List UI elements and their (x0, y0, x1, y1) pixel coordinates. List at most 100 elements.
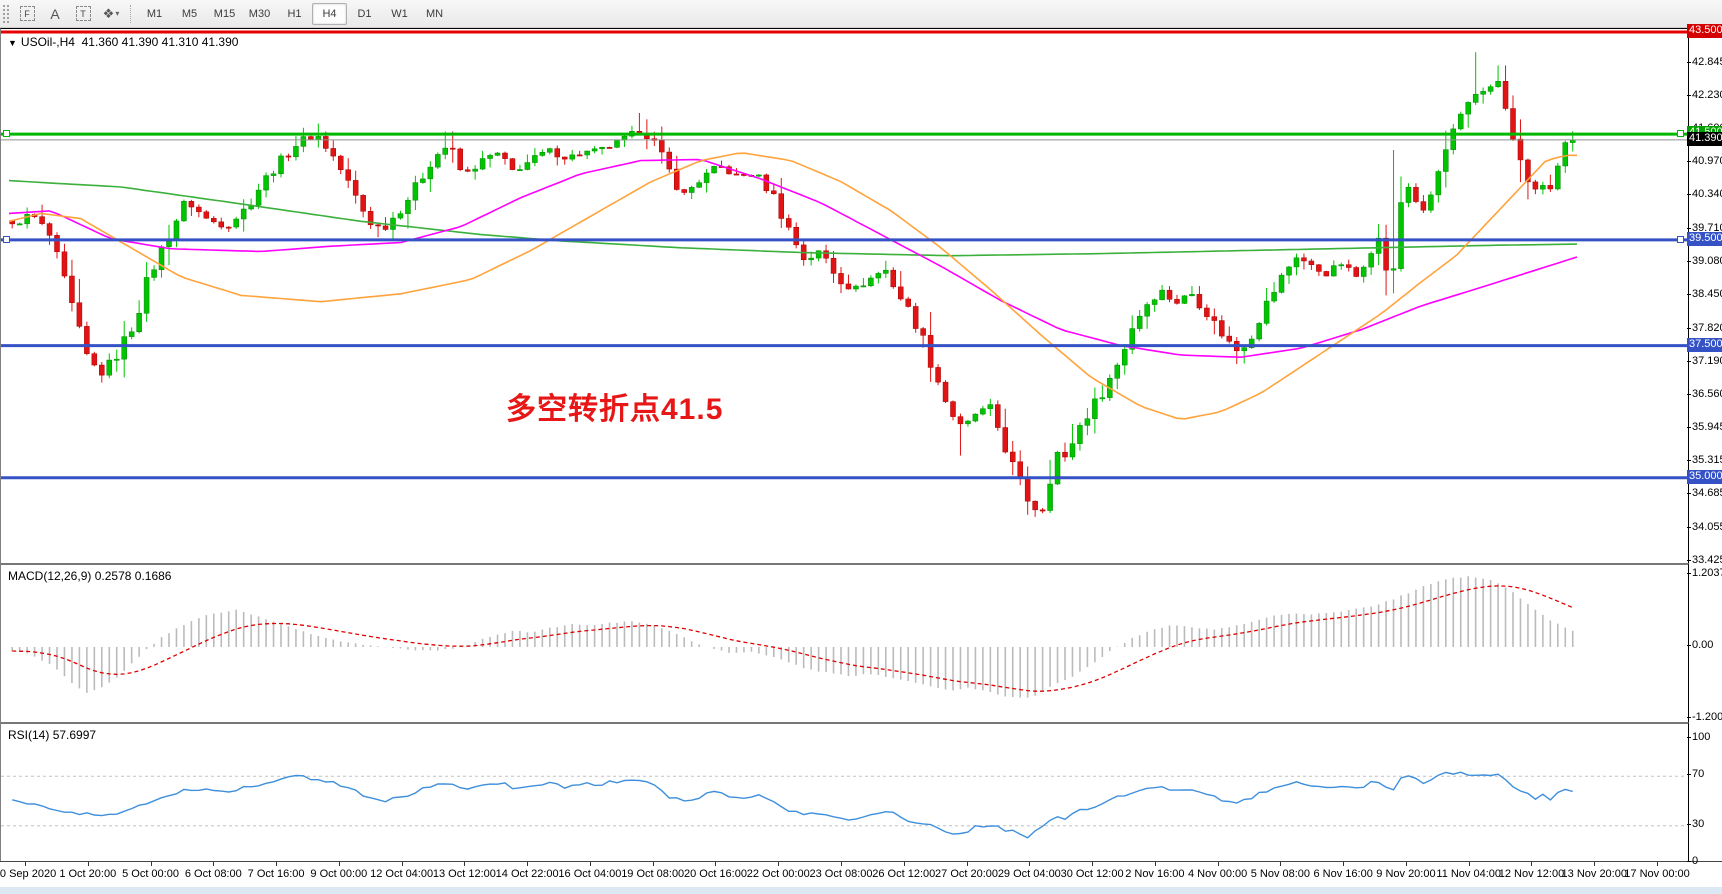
chart-annotation-text[interactable]: 多空转折点41.5 (506, 393, 724, 426)
timeframe-button-m1[interactable]: M1 (146, 7, 163, 20)
arrows-tool-icon[interactable]: ❖ ▾ (98, 2, 124, 26)
price-scale-label: 38.450 (1692, 288, 1722, 301)
time-tick (25, 862, 26, 866)
macd-chart-canvas[interactable] (1, 565, 1688, 721)
candlestick-chart-canvas[interactable] (1, 29, 1688, 563)
line-handle[interactable] (3, 235, 10, 243)
line-handle[interactable] (1677, 235, 1684, 243)
price-line-badge-43.500: 43.500 (1687, 24, 1722, 38)
macd-signal-line (12, 585, 1573, 692)
time-tick (276, 862, 278, 866)
rsi-scale-label: 70 (1692, 768, 1705, 781)
time-axis-label: 20 Oct 16:00 (683, 868, 747, 880)
text-box-tool-icon[interactable]: T (70, 2, 96, 26)
macd-signal-value: 0.1686 (134, 569, 172, 583)
timeframe-button-m30[interactable]: M30 (248, 7, 271, 20)
window-bottom-strip (0, 887, 1722, 894)
rsi-panel[interactable]: RSI(14) 57.6997 (0, 722, 1689, 863)
price-line-badge-39.500: 39.500 (1687, 231, 1722, 246)
scale-tick (1687, 717, 1691, 719)
rsi-chart-canvas[interactable] (1, 724, 1688, 861)
time-tick (715, 862, 717, 866)
time-tick (87, 862, 89, 866)
macd-scale-label: -1.2008 (1692, 711, 1722, 724)
timeframe-button-m5[interactable]: M5 (181, 7, 198, 20)
price-scale-label: 39.710 (1692, 221, 1722, 234)
scale-tick (1687, 261, 1691, 263)
time-axis-label: 5 Oct 00:00 (122, 868, 179, 880)
price-line-badge-37.500: 37.500 (1687, 337, 1722, 352)
macd-label: MACD(12,26,9) 0.2578 0.1686 (8, 569, 172, 583)
price-scale-label: 36.560 (1692, 388, 1722, 401)
symbol-period-label: USOil-,H4 (20, 35, 75, 49)
text-label-tool-icon[interactable]: A (42, 2, 68, 26)
toolbar-separator (130, 4, 132, 23)
price-scale-label: 40.340 (1692, 188, 1722, 201)
scale-tick (1687, 360, 1691, 362)
time-axis-label: 12 Nov 12:00 (1498, 868, 1565, 880)
chart-title: ▼ USOil-,H4 41.360 41.390 41.310 41.390 (8, 35, 238, 49)
time-tick (1154, 862, 1156, 866)
macd-main-value: 0.2578 (94, 569, 132, 583)
time-tick (966, 862, 968, 866)
rsi-scale-label: 30 (1692, 817, 1705, 830)
ma-long-green (8, 179, 1578, 257)
scale-tick (1687, 327, 1691, 329)
time-tick (1217, 862, 1219, 866)
scale-tick (1687, 426, 1691, 428)
time-axis-label: 6 Oct 08:00 (184, 868, 242, 880)
line-handle[interactable] (1677, 130, 1684, 138)
time-axis-label: 13 Oct 12:00 (432, 868, 496, 880)
main-chart-panel[interactable]: ▼ USOil-,H4 41.360 41.390 41.310 41.390 多… (0, 28, 1689, 563)
toolbar: F A T ❖ ▾ M1 M5 M15 M30 H1 H4 D1 W1 MN (0, 0, 1722, 28)
time-axis-label: 2 Nov 16:00 (1125, 868, 1185, 880)
time-tick (1405, 862, 1407, 866)
timeframe-button-w1[interactable]: W1 (391, 7, 408, 20)
time-axis-label: 22 Oct 00:00 (746, 868, 810, 880)
time-tick (464, 862, 466, 866)
time-axis-label: 9 Nov 20:00 (1376, 868, 1436, 880)
time-axis-label: 7 Oct 16:00 (247, 868, 305, 880)
ma-mid-magenta (8, 158, 1578, 359)
time-tick (401, 862, 403, 866)
timeframe-button-h4[interactable]: H4 (312, 2, 347, 25)
macd-panel[interactable]: MACD(12,26,9) 0.2578 0.1686 (0, 563, 1689, 723)
scale-tick (1687, 560, 1691, 562)
price-scale-label: 35.945 (1692, 420, 1722, 433)
time-axis-label: 27 Oct 20:00 (935, 868, 999, 880)
scale-tick (1687, 774, 1691, 776)
timeframe-button-mn[interactable]: MN (425, 7, 444, 20)
scale-tick (1687, 526, 1691, 528)
time-tick (150, 862, 152, 866)
time-axis-label: 13 Nov 20:00 (1561, 868, 1627, 880)
rsi-value: 57.6997 (52, 728, 97, 742)
price-scale-label: 40.970 (1692, 155, 1722, 168)
time-tick (1531, 862, 1533, 866)
rsi-scale-label: 0 (1692, 855, 1699, 867)
scale-tick (1687, 460, 1691, 462)
timeframe-button-h1[interactable]: H1 (287, 7, 302, 20)
price-scale-label: 33.425 (1692, 554, 1722, 567)
timeframe-button-m15[interactable]: M15 (213, 7, 236, 20)
time-tick (1029, 862, 1031, 866)
timeframe-button-d1[interactable]: D1 (357, 7, 372, 20)
timeframe-buttons: M1 M5 M15 M30 H1 H4 D1 W1 MN (137, 2, 452, 25)
fibonacci-tool-icon[interactable]: F (14, 2, 40, 26)
time-tick (338, 862, 340, 866)
toolbar-grip[interactable] (2, 3, 10, 24)
price-line-badge-35.000: 35.000 (1687, 469, 1722, 484)
time-axis-label: 29 Oct 04:00 (997, 868, 1061, 880)
scale-tick (1687, 572, 1691, 574)
line-handle[interactable] (3, 130, 10, 138)
scale-tick (1687, 737, 1691, 738)
time-tick (589, 862, 591, 866)
price-scale-label: 42.845 (1692, 56, 1722, 68)
time-axis-label: 14 Oct 22:00 (495, 868, 559, 880)
scale-tick (1687, 645, 1691, 646)
time-axis-label: 1 Oct 20:00 (59, 868, 117, 880)
rsi-label: RSI(14) 57.6997 (8, 728, 97, 742)
scale-tick (1687, 394, 1691, 396)
scale-tick (1687, 94, 1691, 96)
symbol-dropdown-icon[interactable]: ▼ (8, 38, 17, 48)
arrows-icon: ❖ (102, 5, 115, 21)
